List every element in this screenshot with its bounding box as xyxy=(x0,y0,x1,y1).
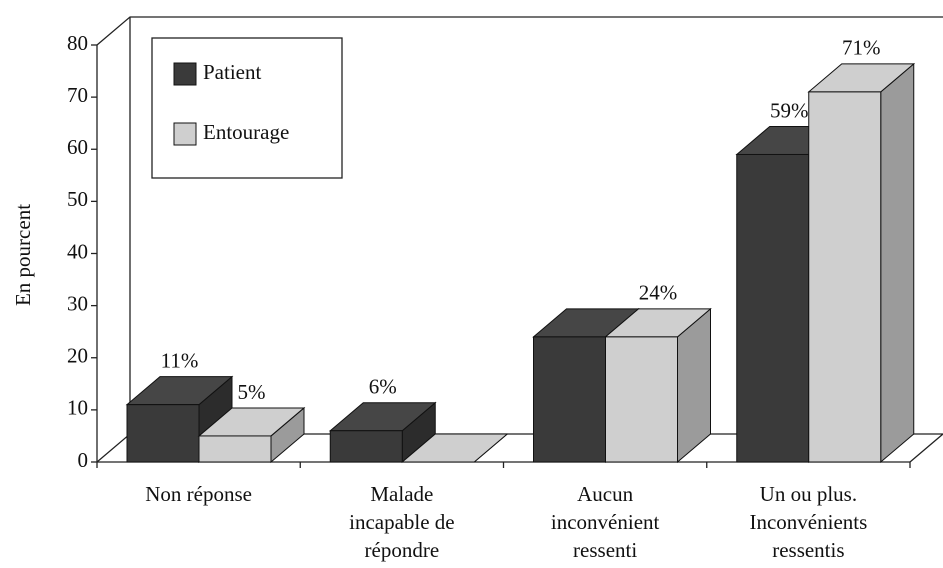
value-label: 59% xyxy=(770,98,809,122)
y-tick-label: 70 xyxy=(67,83,88,107)
x-tick-label: Aucun xyxy=(577,482,633,506)
bar xyxy=(329,430,403,463)
bar xyxy=(736,153,810,463)
y-tick-label: 40 xyxy=(67,239,88,263)
legend-swatch xyxy=(173,122,197,146)
value-label: 6% xyxy=(369,375,397,399)
bar-top xyxy=(400,433,509,463)
bar xyxy=(533,336,606,463)
x-tick-label: inconvénient xyxy=(551,510,660,534)
x-tick-label: incapable de xyxy=(349,510,455,534)
legend-box xyxy=(151,37,343,179)
x-tick-label: Malade xyxy=(370,482,433,506)
bar xyxy=(126,404,200,463)
x-tick-label: Inconvénients xyxy=(749,510,867,534)
bar xyxy=(198,435,272,463)
y-tick-label: 50 xyxy=(67,187,88,211)
legend-label: Entourage xyxy=(203,120,289,144)
value-label: 11% xyxy=(161,348,199,372)
value-label: 5% xyxy=(238,380,266,404)
y-axis-label: En pourcent xyxy=(11,204,35,306)
legend-label: Patient xyxy=(203,60,261,84)
y-tick-label: 80 xyxy=(67,31,88,55)
x-tick-label: Non réponse xyxy=(145,482,252,506)
y-tick-label: 60 xyxy=(67,135,88,159)
legend-swatch xyxy=(173,62,197,86)
y-tick-label: 0 xyxy=(78,448,89,472)
x-tick-label: répondre xyxy=(365,538,440,562)
bar xyxy=(605,336,678,463)
x-tick-label: Un ou plus. xyxy=(760,482,857,506)
y-tick-label: 20 xyxy=(67,344,88,368)
bar xyxy=(808,91,882,463)
bar-side xyxy=(880,62,915,464)
x-tick-label: ressenti xyxy=(573,538,637,562)
y-tick-label: 30 xyxy=(67,291,88,315)
y-tick-label: 10 xyxy=(67,396,88,420)
x-tick-label: ressentis xyxy=(772,538,844,562)
value-label: 71% xyxy=(842,36,881,60)
value-label: 24% xyxy=(639,281,678,305)
